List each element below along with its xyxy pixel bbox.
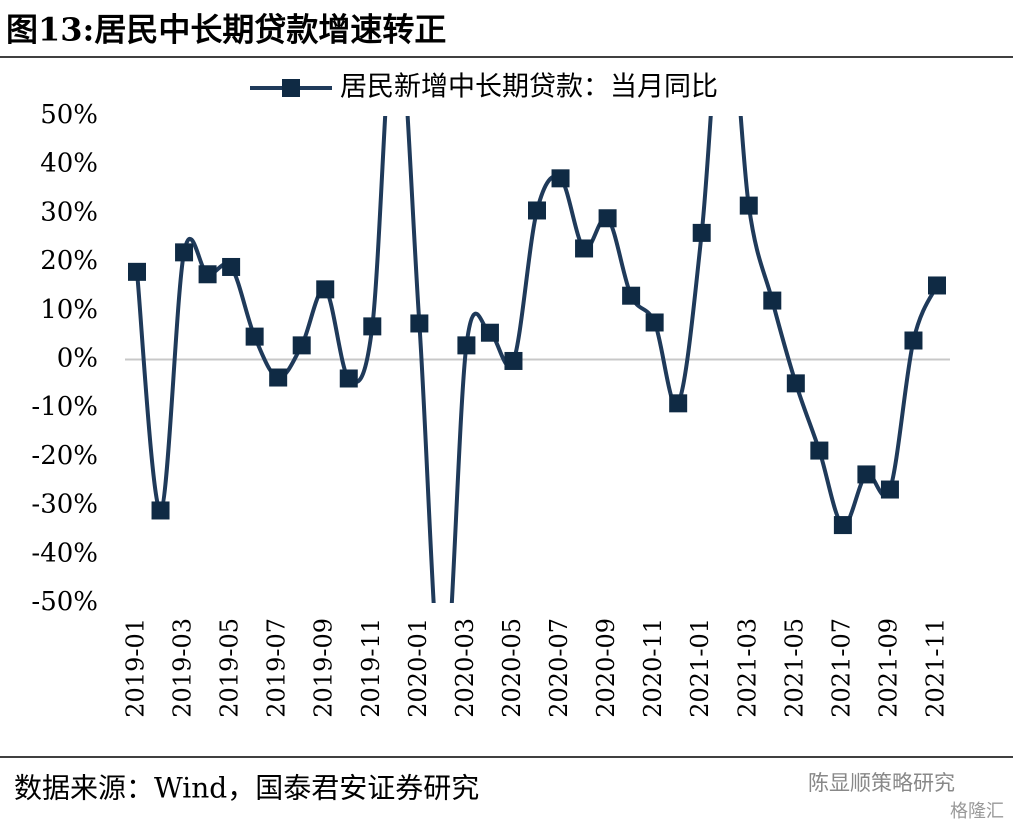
marker: [880, 480, 899, 499]
x-tick-label: 2020-01: [404, 618, 432, 718]
marker: [504, 351, 523, 370]
marker: [904, 331, 923, 350]
x-tick-label: 2021-01: [686, 618, 714, 718]
marker: [316, 280, 335, 299]
marker: [410, 314, 429, 333]
marker: [528, 201, 546, 220]
y-tick-label: -10%: [31, 392, 98, 422]
x-tick-label: 2021-07: [827, 618, 855, 718]
x-tick-label: 2021-05: [780, 618, 808, 718]
x-tick-label: 2020-03: [451, 618, 479, 718]
source: 数据来源：Wind，国泰君安证券研究: [14, 772, 479, 805]
marker: [339, 369, 358, 388]
y-tick-label: -40%: [31, 538, 98, 568]
x-tick-label: 2021-03: [733, 618, 761, 718]
series-line: [135, 116, 939, 603]
x-tick-label: 2020-11: [639, 618, 667, 718]
marker: [575, 239, 594, 258]
marker: [551, 169, 570, 188]
legend-label: 居民新增中长期贷款：当月同比: [340, 72, 718, 103]
marker: [245, 327, 264, 346]
marker: [692, 223, 711, 242]
marker: [457, 336, 476, 355]
marker: [645, 313, 664, 332]
y-tick-label: 0%: [57, 344, 98, 374]
marker: [622, 286, 641, 305]
legend-marker: [282, 79, 300, 97]
marker: [480, 323, 499, 342]
y-tick-label: 20%: [40, 246, 98, 276]
x-tick-label: 2020-07: [545, 618, 573, 718]
x-tick-label: 2019-03: [169, 618, 197, 718]
marker: [128, 262, 146, 281]
marker: [363, 317, 382, 336]
plot-area: [128, 0, 946, 709]
marker: [198, 265, 217, 284]
marker: [810, 441, 829, 460]
marker: [434, 691, 452, 709]
x-tick-label: 2019-11: [357, 618, 385, 718]
y-tick-label: -20%: [31, 441, 98, 471]
x-tick-label: 2019-07: [263, 618, 291, 718]
x-tick-label: 2019-09: [310, 618, 338, 718]
x-tick-label: 2020-09: [592, 618, 620, 718]
marker: [857, 465, 876, 484]
marker: [222, 257, 241, 276]
chart-title: 图13:居民中长期贷款增速转正: [6, 11, 446, 49]
marker: [669, 394, 688, 413]
marker: [598, 209, 617, 228]
marker: [151, 501, 170, 520]
marker: [833, 516, 852, 535]
marker: [387, 0, 405, 3]
marker: [786, 374, 805, 393]
y-tick-label: -50%: [31, 587, 98, 617]
marker: [763, 291, 782, 310]
y-tick-label: 50%: [40, 100, 98, 130]
x-tick-label: 2021-11: [922, 618, 950, 718]
marker: [292, 336, 311, 355]
x-tick-label: 2020-05: [498, 618, 526, 718]
marker: [928, 276, 946, 295]
marker: [739, 196, 758, 215]
x-tick-label: 2019-05: [216, 618, 244, 718]
x-tick-label: 2019-01: [122, 618, 150, 718]
watermark: 陈显顺策略研究: [808, 771, 955, 795]
y-tick-label: -30%: [31, 490, 98, 520]
watermark-brand: 格隆汇: [950, 801, 1004, 822]
y-tick-label: 30%: [40, 197, 98, 227]
y-tick-label: 10%: [40, 295, 98, 325]
x-tick-label: 2021-09: [874, 618, 902, 718]
y-tick-label: 40%: [40, 149, 98, 179]
marker: [175, 243, 194, 262]
marker: [269, 368, 288, 387]
